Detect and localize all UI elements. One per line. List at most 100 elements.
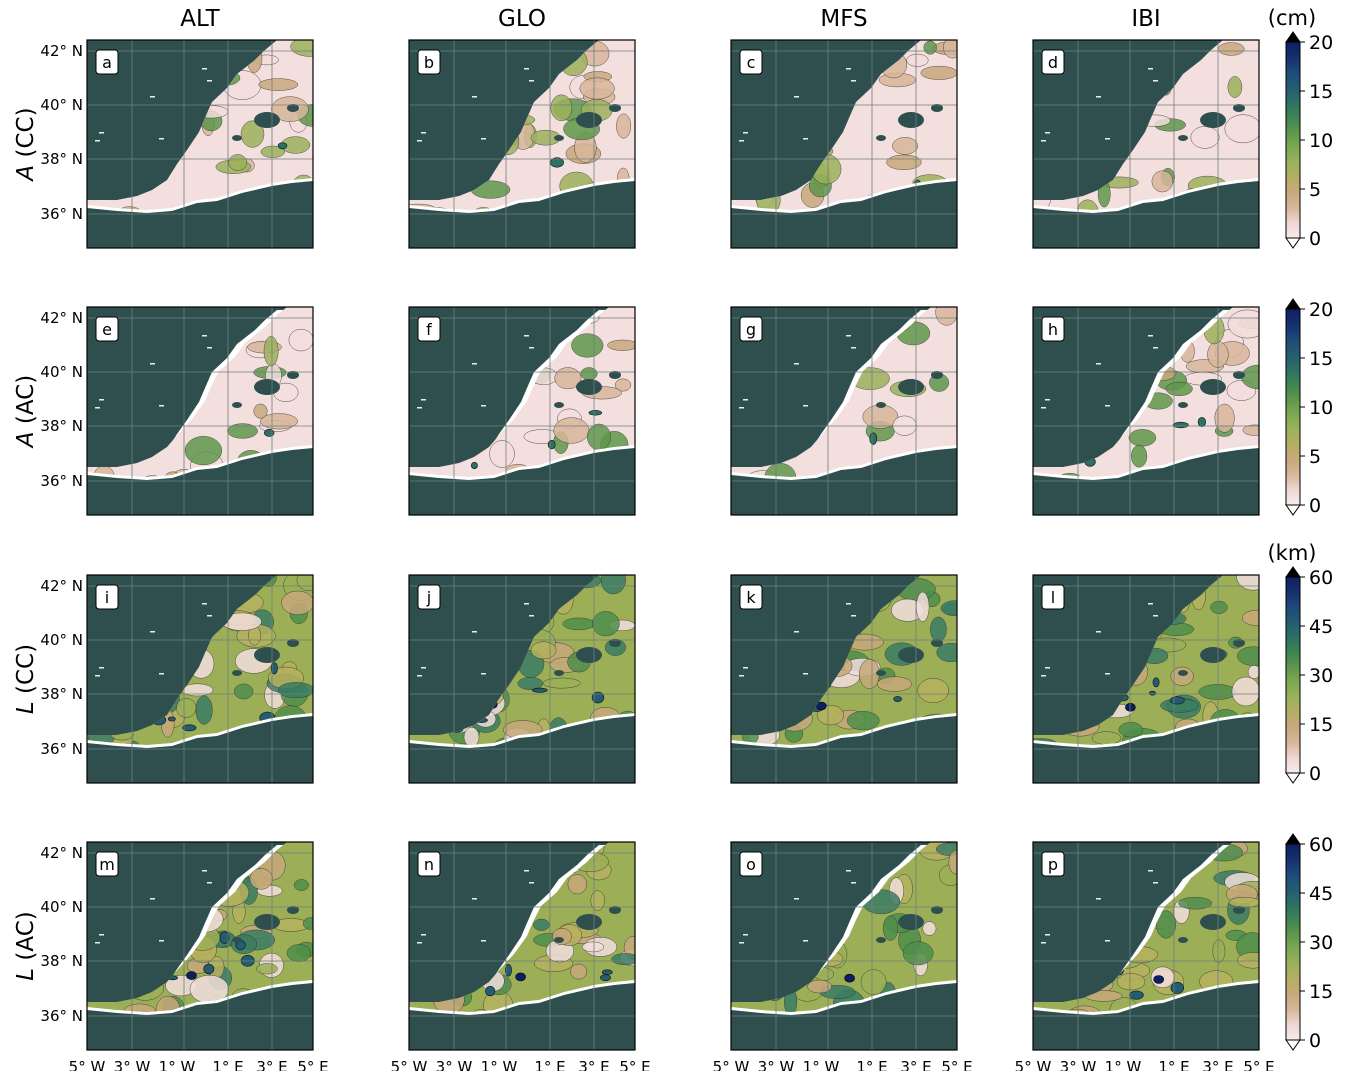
lat-tick-label: 42° N: [40, 42, 83, 60]
land-speck: [739, 140, 744, 142]
lon-tick-label: 5° E: [619, 1058, 650, 1071]
land-speck: [524, 870, 529, 872]
panel-frame: [1032, 574, 1260, 784]
gridlines: [1033, 842, 1259, 1050]
land-speck: [1153, 615, 1158, 617]
map-panel-m: m 42° N 40° N 38° N 36° N 5° W 3° W 1° W 1° E 3° …: [40, 841, 329, 1071]
menorca-island: [609, 104, 621, 112]
panel-letter-box: [417, 49, 441, 75]
lon-tick-label: 1° W: [481, 1058, 518, 1071]
land-speck: [481, 673, 486, 675]
land-speck: [743, 667, 748, 669]
colorbar-tick-label: 10: [1309, 130, 1333, 152]
colorbar-unit: (cm): [1268, 6, 1316, 30]
colorbar-gradient: [1285, 576, 1301, 774]
land-speck: [1148, 335, 1153, 337]
gridlines: [409, 40, 635, 248]
land-speck: [207, 615, 212, 617]
africa-landmass: [731, 192, 957, 248]
ibiza-island: [232, 670, 242, 676]
land-speck: [1096, 363, 1101, 365]
map-panel-n: n 5° W 3° W 1° W 1° E 3° E 5° E: [391, 841, 651, 1071]
land-speck: [99, 667, 104, 669]
panel-frame: [730, 841, 958, 1051]
colorbar-tick-label: 45: [1309, 616, 1333, 638]
africa-landmass: [409, 994, 635, 1050]
land-speck: [529, 347, 534, 349]
gridlines: [87, 307, 313, 515]
mallorca-island: [1200, 379, 1226, 395]
menorca-island: [1233, 104, 1245, 112]
colorbar-gradient: [1285, 308, 1301, 506]
land-speck: [739, 407, 744, 409]
column-title-alt: ALT: [180, 6, 220, 32]
menorca-island: [609, 906, 621, 914]
land-speck: [481, 940, 486, 942]
colorbar-tick-label: 20: [1309, 32, 1333, 54]
land-speck: [95, 407, 100, 409]
lat-tick-label: 38° N: [40, 952, 83, 970]
panel-frame: [86, 306, 314, 516]
mallorca-island: [898, 914, 924, 930]
menorca-island: [1233, 371, 1245, 379]
gridlines: [731, 575, 957, 783]
colorbar-tick-label: 5: [1309, 179, 1321, 201]
menorca-island: [1233, 639, 1245, 647]
land-speck: [803, 138, 808, 140]
map-panel-p: p 5° W 3° W 1° W 1° E 3° E 5° E: [1015, 841, 1275, 1071]
mallorca-island: [576, 379, 602, 395]
map-panel-l: l: [1032, 574, 1260, 784]
panel-letter-box: [739, 584, 763, 610]
lat-tick-label: 42° N: [40, 844, 83, 862]
panel-letter: e: [102, 320, 112, 339]
lon-tick-label: 3° W: [436, 1058, 473, 1071]
ibiza-island: [876, 402, 886, 408]
mallorca-island: [576, 914, 602, 930]
mallorca-island: [898, 647, 924, 663]
land-speck: [743, 132, 748, 134]
panel-frame: [730, 306, 958, 516]
land-speck: [529, 615, 534, 617]
map-panel-e: e 42° N 40° N 38° N 36° N: [40, 306, 314, 516]
land-speck: [202, 870, 207, 872]
panel-letter-box: [417, 851, 441, 877]
colorbar-2: 0 5 10 15 20: [1285, 298, 1333, 517]
panel-letter: f: [426, 320, 432, 339]
colorbars-layer: 05101520(cm)05101520015304560(km)0153045…: [1267, 6, 1333, 1052]
menorca-island: [287, 906, 299, 914]
land-speck: [421, 934, 426, 936]
panel-letter-box: [417, 316, 441, 342]
lat-tick-label: 36° N: [40, 1007, 83, 1025]
land-speck: [421, 399, 426, 401]
ibiza-island: [876, 670, 886, 676]
colorbar-tick-label: 0: [1309, 763, 1321, 785]
land-speck: [846, 68, 851, 70]
land-speck: [1045, 667, 1050, 669]
land-speck: [99, 399, 104, 401]
land-speck: [739, 942, 744, 944]
land-speck: [417, 140, 422, 142]
map-panel-j: j: [408, 574, 636, 784]
panel-letter-box: [739, 316, 763, 342]
land-speck: [794, 631, 799, 633]
land-speck: [1096, 631, 1101, 633]
lon-tick-label: 3° W: [1060, 1058, 1097, 1071]
ibiza-island: [554, 402, 564, 408]
land-speck: [472, 631, 477, 633]
panel-letter: m: [99, 855, 115, 874]
lon-tick-label: 1° E: [534, 1058, 565, 1071]
menorca-island: [931, 371, 943, 379]
land-speck: [159, 940, 164, 942]
land-speck: [1045, 399, 1050, 401]
mallorca-island: [1200, 647, 1226, 663]
lat-tick-label: 40° N: [40, 363, 83, 381]
sea-field: [1033, 307, 1259, 477]
land-speck: [95, 675, 100, 677]
land-speck: [159, 405, 164, 407]
land-speck: [794, 96, 799, 98]
panel-letter: o: [746, 855, 756, 874]
panel-letter-box: [95, 851, 119, 877]
panel-frame: [1032, 841, 1260, 1051]
colorbar-tick-label: 45: [1309, 883, 1333, 905]
panel-frame: [408, 39, 636, 249]
